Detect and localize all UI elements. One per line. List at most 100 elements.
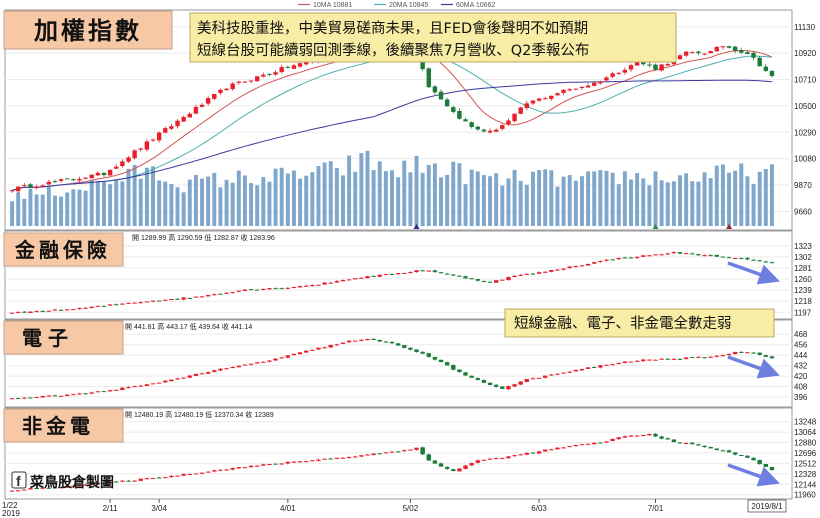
candle-body (371, 275, 376, 277)
candle-body (475, 460, 480, 463)
candle-body (408, 449, 413, 451)
candle-body (285, 287, 291, 289)
candle-body (653, 433, 658, 437)
volume-bar (16, 192, 21, 226)
volume-bar (365, 150, 370, 226)
candle-body (739, 50, 744, 53)
candle-body (22, 397, 27, 399)
candle-body (690, 357, 695, 359)
candle-body (291, 353, 297, 356)
candle-body (205, 372, 211, 374)
candle-body (665, 438, 670, 440)
candle-body (261, 288, 266, 290)
candle-body (77, 393, 82, 395)
volume-bar (549, 170, 554, 226)
candle-body (493, 280, 499, 283)
candle-body (769, 356, 775, 359)
candle-body (28, 488, 33, 490)
candle-body (377, 453, 382, 455)
candle-body (365, 454, 370, 456)
candle-body (34, 186, 39, 189)
panel-frame-index (4, 9, 793, 231)
candle-body (610, 364, 615, 366)
candle-body (34, 488, 39, 490)
candle-body (518, 274, 523, 276)
candle-body (592, 262, 597, 264)
volume-bar (506, 178, 511, 226)
x-end-date-box (747, 499, 787, 513)
candle-body (714, 355, 719, 357)
candle-body (732, 46, 738, 51)
candle-body (261, 464, 266, 466)
candle-body (28, 397, 33, 399)
y-tick-label: 12328 (794, 470, 817, 479)
candle-body (15, 398, 21, 400)
candle-body (9, 312, 15, 314)
volume-bar (334, 167, 339, 226)
y-tick-label: 10500 (794, 102, 817, 111)
volume-bar (702, 172, 707, 226)
candle-body (671, 439, 677, 443)
candle-body (561, 89, 566, 93)
candle-body (536, 451, 542, 454)
candle-body (365, 338, 370, 341)
volume-bar (616, 184, 621, 226)
x-tick-label: 3/04 (151, 504, 167, 513)
candle-body (224, 368, 229, 370)
candle-body (353, 340, 358, 342)
volume-bar (10, 201, 15, 226)
volume-bar (371, 170, 376, 226)
volume-bar (659, 180, 664, 226)
candle-body (389, 274, 395, 276)
volume-bar (224, 179, 229, 226)
volume-bar (518, 180, 523, 226)
candle-body (628, 435, 634, 437)
candle-body (334, 344, 340, 346)
candle-body (690, 52, 695, 54)
candle-body (114, 166, 119, 169)
candle-body (726, 257, 732, 259)
x-axis: 2/11 3/04 4/01 5/02 6/03 7/01 (103, 499, 664, 513)
candle-body (181, 116, 186, 122)
volume-bar (200, 178, 204, 226)
candle-body (89, 484, 94, 486)
candle-body (518, 381, 523, 385)
volume-bar (77, 189, 82, 226)
candle-body (659, 254, 664, 256)
candle-body (297, 352, 303, 355)
candle-body (83, 484, 88, 486)
candle-body (322, 458, 327, 460)
candle-body (414, 447, 419, 450)
volume-bar (383, 171, 388, 226)
y-tick-label: 432 (794, 362, 808, 371)
candle-body (126, 302, 131, 304)
candle-body (365, 276, 370, 279)
candle-body (518, 107, 523, 114)
candle-body (389, 341, 395, 344)
candle-body (77, 178, 82, 181)
volume-bar (671, 181, 676, 226)
candle-body (175, 298, 180, 300)
candle-body (304, 285, 309, 287)
candle-body (549, 374, 554, 376)
volume-bar (720, 164, 725, 226)
volume-bar (598, 170, 603, 226)
y-tick-label: 11960 (794, 491, 816, 500)
candle-body (353, 456, 358, 458)
candle-body (542, 449, 548, 452)
candle-body (15, 186, 21, 192)
candle-body (506, 120, 511, 125)
candle-body (138, 385, 143, 387)
volume-bar (665, 182, 670, 226)
candle-body (199, 104, 205, 107)
candle-body (463, 465, 468, 469)
y-tick-label: 1323 (794, 242, 812, 251)
candle-body (322, 282, 327, 285)
volume-bar (647, 185, 652, 226)
volume-bar (22, 198, 27, 226)
candle-body (187, 375, 192, 378)
candle-body (316, 347, 321, 350)
volume-bar (102, 181, 106, 226)
candle-body (65, 394, 70, 396)
candle-body (641, 434, 646, 436)
